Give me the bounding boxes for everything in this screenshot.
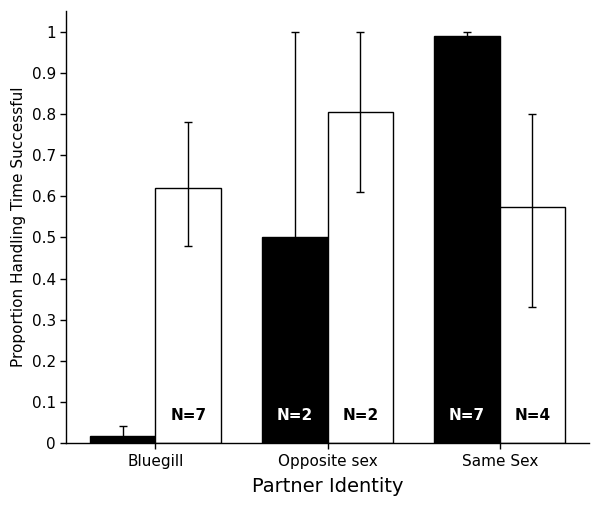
Bar — [434, 36, 500, 443]
Text: N=4: N=4 — [514, 408, 550, 422]
Bar — [90, 436, 155, 443]
Y-axis label: Proportion Handling Time Successful: Proportion Handling Time Successful — [11, 87, 26, 368]
Text: N=2: N=2 — [342, 408, 379, 422]
Text: N=2: N=2 — [277, 408, 313, 422]
Bar — [155, 188, 221, 443]
Bar — [262, 237, 328, 443]
Text: N=7: N=7 — [449, 408, 485, 422]
Text: N=7: N=7 — [170, 408, 206, 422]
Text: N=3: N=3 — [105, 408, 141, 422]
Bar — [328, 112, 393, 443]
X-axis label: Partner Identity: Partner Identity — [252, 477, 403, 496]
Bar — [500, 206, 565, 443]
